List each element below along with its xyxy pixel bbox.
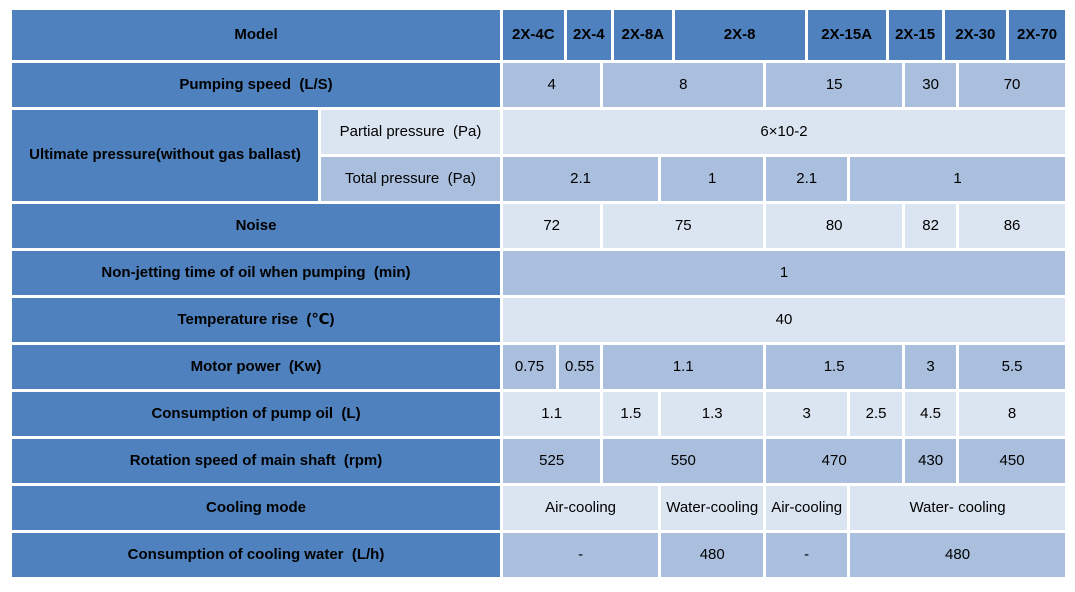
data-cell: Air-cooling (503, 486, 659, 530)
model-header-cell: 2X-70 (1009, 10, 1065, 60)
data-cell: 15 (766, 63, 903, 107)
data-cell: 6×10-2 (503, 110, 1065, 154)
data-cell: 0.75 (503, 345, 556, 389)
data-cell: 1.5 (603, 392, 659, 436)
data-cell: 1.1 (503, 392, 601, 436)
sub-row-total-pressure: Total pressure (Pa) 2.1 1 2.1 1 (321, 157, 1065, 201)
data-cell: 82 (905, 204, 957, 248)
data-cell: 2.1 (503, 157, 659, 201)
table-row-noise: Noise 72 75 80 82 86 (12, 204, 1065, 248)
table-row-non-jetting-time: Non-jetting time of oil when pumping (mi… (12, 251, 1065, 295)
model-header-cell: 2X-8A (613, 10, 672, 60)
data-cell: 8 (603, 63, 764, 107)
row-label-ultimate-pressure: Ultimate pressure(without gas ballast) (12, 110, 318, 201)
header-model-label: Model (12, 10, 500, 60)
data-cell: 1 (661, 157, 764, 201)
data-cell: 3 (905, 345, 957, 389)
sub-label-total-pressure: Total pressure (Pa) (321, 157, 500, 201)
data-cell: 1.1 (603, 345, 764, 389)
data-cell: 1.3 (661, 392, 764, 436)
data-cell: 1 (503, 251, 1065, 295)
table-row-temperature-rise: Temperature rise (℃) 40 (12, 298, 1065, 342)
model-header-cell: 2X-4C (503, 10, 564, 60)
data-cell: - (503, 533, 659, 577)
model-header-cell: 2X-4 (566, 10, 611, 60)
data-cell: Water-cooling (661, 486, 764, 530)
data-cell: 72 (503, 204, 601, 248)
table-row-motor-power: Motor power (Kw) 0.75 0.55 1.1 1.5 3 5.5 (12, 345, 1065, 389)
model-header-grid: 2X-4C 2X-4 2X-8A 2X-8 2X-15A 2X-15 2X-30… (503, 10, 1065, 60)
data-cell: Water- cooling (850, 486, 1065, 530)
model-header-cell: 2X-8 (674, 10, 805, 60)
data-cell: 430 (905, 439, 957, 483)
table-row-cooling-water: Consumption of cooling water (L/h) - 480… (12, 533, 1065, 577)
model-header-cell: 2X-15A (807, 10, 886, 60)
data-cell: 40 (503, 298, 1065, 342)
data-cell: 75 (603, 204, 764, 248)
data-cell: 2.1 (766, 157, 848, 201)
data-cell: 470 (766, 439, 903, 483)
row-label-pumping-speed: Pumping speed (L/S) (12, 63, 500, 107)
data-cell: 4.5 (905, 392, 957, 436)
table-row-pumping-speed: Pumping speed (L/S) 4 8 15 30 70 (12, 63, 1065, 107)
data-cell: 0.55 (558, 345, 601, 389)
row-label-noise: Noise (12, 204, 500, 248)
pump-specs-table: Model 2X-4C 2X-4 2X-8A 2X-8 2X-15A 2X-15… (12, 10, 1065, 580)
data-cell: 2.5 (850, 392, 903, 436)
row-label-rotation-speed: Rotation speed of main shaft (rpm) (12, 439, 500, 483)
row-label-temperature-rise: Temperature rise (℃) (12, 298, 500, 342)
data-cell: 480 (850, 533, 1065, 577)
data-cell: 550 (603, 439, 764, 483)
row-label-cooling-water: Consumption of cooling water (L/h) (12, 533, 500, 577)
table-row-ultimate-pressure: Ultimate pressure(without gas ballast) P… (12, 110, 1065, 201)
row-label-non-jetting-time: Non-jetting time of oil when pumping (mi… (12, 251, 500, 295)
data-cell: 5.5 (959, 345, 1065, 389)
row-label-cooling-mode: Cooling mode (12, 486, 500, 530)
table-row-cooling-mode: Cooling mode Air-cooling Water-cooling A… (12, 486, 1065, 530)
data-cell: 70 (959, 63, 1065, 107)
data-cell: 30 (905, 63, 957, 107)
data-cell: 4 (503, 63, 601, 107)
data-cell: - (766, 533, 848, 577)
data-cell: 480 (661, 533, 764, 577)
table-row-pump-oil: Consumption of pump oil (L) 1.1 1.5 1.3 … (12, 392, 1065, 436)
row-label-motor-power: Motor power (Kw) (12, 345, 500, 389)
data-cell: 86 (959, 204, 1065, 248)
data-cell: 80 (766, 204, 903, 248)
row-label-pump-oil: Consumption of pump oil (L) (12, 392, 500, 436)
model-header-cell: 2X-30 (944, 10, 1007, 60)
data-cell: Air-cooling (766, 486, 848, 530)
data-cell: 1 (850, 157, 1065, 201)
sub-row-partial-pressure: Partial pressure (Pa) 6×10-2 (321, 110, 1065, 154)
table-row-rotation-speed: Rotation speed of main shaft (rpm) 525 5… (12, 439, 1065, 483)
data-cell: 1.5 (766, 345, 903, 389)
sub-label-partial-pressure: Partial pressure (Pa) (321, 110, 500, 154)
data-cell: 525 (503, 439, 601, 483)
data-cell: 3 (766, 392, 848, 436)
model-header-cell: 2X-15 (888, 10, 942, 60)
data-cell: 450 (959, 439, 1065, 483)
data-cell: 8 (959, 392, 1065, 436)
table-header-row: Model 2X-4C 2X-4 2X-8A 2X-8 2X-15A 2X-15… (12, 10, 1065, 60)
